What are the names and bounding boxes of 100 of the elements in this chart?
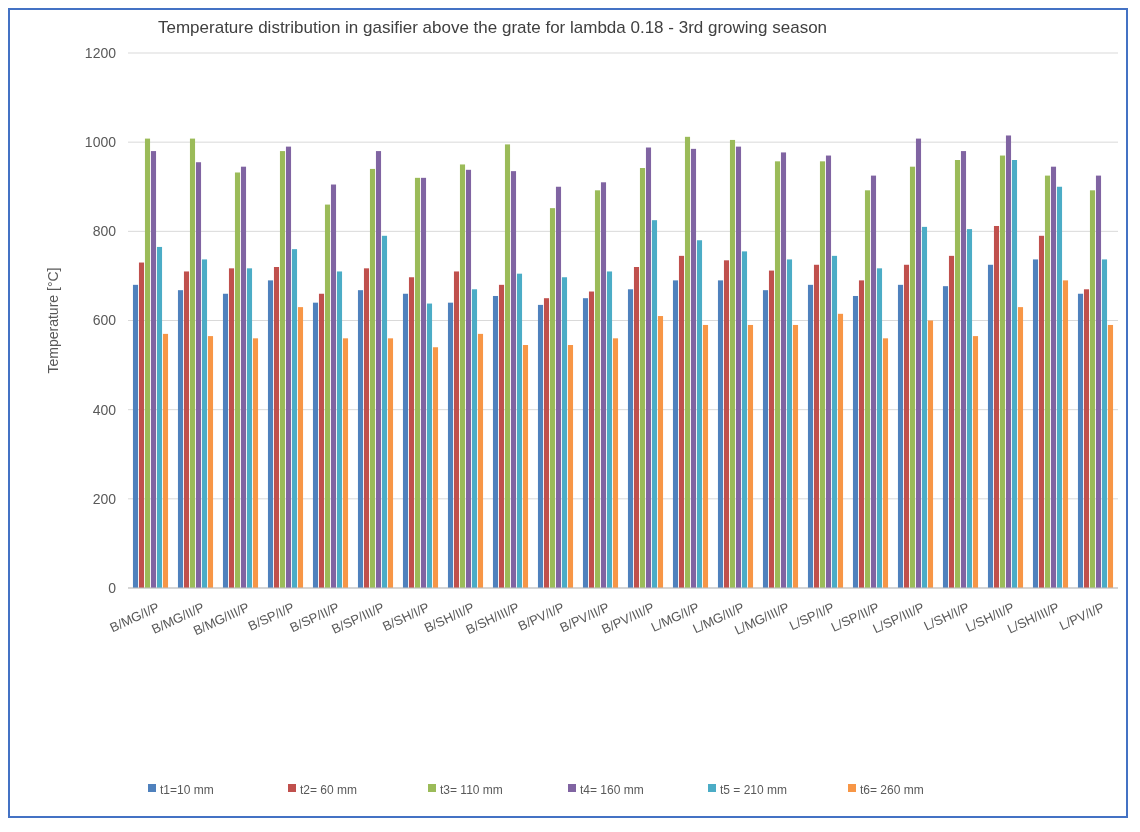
bar	[999, 155, 1006, 588]
bar	[792, 324, 799, 588]
bar	[768, 270, 775, 588]
bar	[921, 226, 928, 588]
y-axis-title: Temperature [°C]	[45, 267, 61, 374]
bar	[1038, 235, 1045, 588]
bar	[357, 290, 364, 588]
bar	[864, 190, 871, 588]
bar	[516, 273, 523, 588]
bar	[1101, 259, 1108, 588]
bar	[942, 286, 949, 588]
bar	[960, 151, 967, 588]
bar	[252, 338, 259, 588]
bar	[696, 240, 703, 588]
bar	[402, 293, 409, 588]
bar	[522, 345, 529, 588]
bar	[741, 251, 748, 588]
bar	[858, 280, 865, 588]
bar	[702, 324, 709, 588]
bar	[1062, 280, 1069, 588]
bar	[588, 291, 595, 588]
bar	[735, 146, 742, 588]
bar	[600, 182, 607, 588]
y-tick-label: 600	[92, 312, 117, 329]
bar	[246, 268, 253, 588]
bar	[465, 169, 472, 588]
bar	[678, 255, 685, 588]
bar	[420, 177, 427, 588]
bar	[684, 136, 691, 588]
bar	[972, 336, 979, 588]
legend-label: t1=10 mm	[160, 782, 214, 797]
bar	[267, 280, 274, 588]
bar	[876, 268, 883, 588]
bar	[582, 298, 589, 588]
bar	[459, 164, 466, 588]
bar	[786, 259, 793, 588]
y-tick-label: 0	[108, 579, 117, 596]
bar	[633, 267, 640, 588]
bar	[387, 338, 394, 588]
bar	[189, 138, 196, 588]
bar	[195, 162, 202, 588]
bar	[897, 284, 904, 588]
bar	[492, 295, 499, 588]
bar	[537, 304, 544, 588]
y-tick-label: 1000	[84, 134, 117, 151]
bar	[381, 235, 388, 588]
bar	[948, 255, 955, 588]
bar	[729, 139, 736, 588]
bar	[162, 333, 169, 588]
bar	[336, 271, 343, 588]
y-tick-label: 800	[92, 223, 117, 240]
bar	[312, 302, 319, 588]
bar	[177, 290, 184, 588]
bar	[1107, 324, 1114, 588]
bar	[285, 146, 292, 588]
bar	[324, 204, 331, 588]
y-tick-label: 400	[92, 401, 117, 418]
bar	[1083, 289, 1090, 588]
bar	[561, 277, 568, 588]
bar	[138, 262, 145, 588]
bar	[330, 184, 337, 588]
bar	[447, 302, 454, 588]
bar	[234, 172, 241, 588]
bar	[651, 220, 658, 588]
bar	[1032, 259, 1039, 588]
bar	[1044, 175, 1051, 588]
bar	[279, 151, 286, 588]
bar	[954, 160, 961, 588]
bar	[318, 293, 325, 588]
y-tick-label: 1200	[84, 44, 117, 61]
bar	[291, 249, 298, 588]
bar	[690, 148, 697, 588]
bar	[555, 186, 562, 588]
bar	[627, 289, 634, 588]
bar	[369, 168, 376, 588]
bar	[183, 271, 190, 588]
bar	[297, 307, 304, 588]
bar	[156, 246, 163, 588]
bar	[612, 338, 619, 588]
bar	[915, 138, 922, 588]
bar	[543, 298, 550, 588]
bar	[228, 268, 235, 588]
bar	[774, 161, 781, 588]
bar	[882, 338, 889, 588]
bar	[831, 255, 838, 588]
bar	[375, 151, 382, 588]
bar	[549, 208, 556, 588]
bar	[432, 347, 439, 588]
bar	[780, 152, 787, 588]
bar	[747, 324, 754, 588]
legend-label: t2= 60 mm	[300, 782, 358, 797]
chart-title: Temperature distribution in gasifier above the grate for lambda 0.18 - 3rd growing season	[158, 18, 828, 37]
bar	[408, 277, 415, 588]
bar	[966, 229, 973, 588]
legend-label: t4= 160 mm	[580, 782, 644, 797]
bar	[414, 177, 421, 588]
legend-label: t5 = 210 mm	[720, 782, 788, 797]
bar	[1056, 186, 1063, 588]
bar	[903, 264, 910, 588]
bar	[993, 225, 1000, 588]
